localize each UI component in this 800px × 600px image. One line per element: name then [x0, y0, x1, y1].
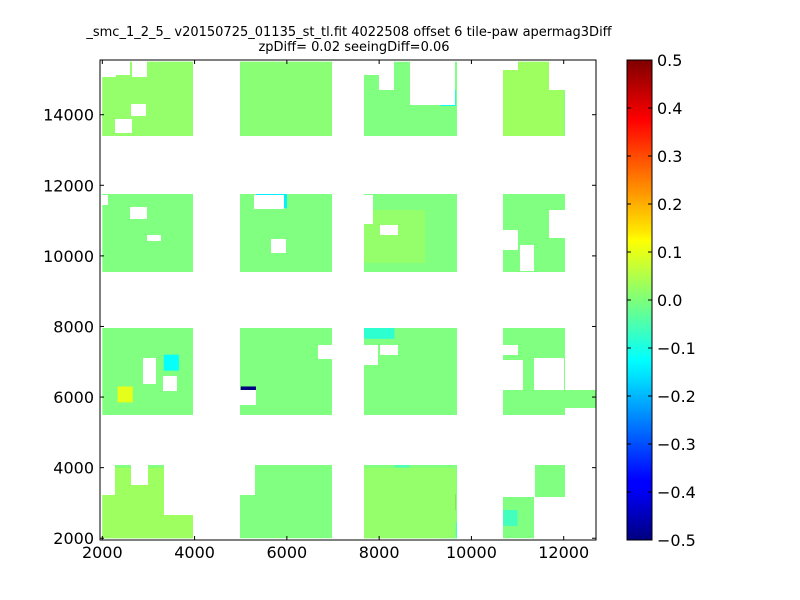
colorbar-gradient [627, 60, 652, 540]
heatmap-cell [117, 386, 133, 403]
heatmap-cell [102, 61, 195, 150]
empty-region [380, 225, 398, 235]
empty-region [164, 465, 193, 495]
empty-region [534, 497, 565, 540]
empty-region [96, 60, 101, 540]
y-tick-label: 14000 [43, 106, 94, 125]
empty-region [332, 210, 337, 255]
empty-region [581, 150, 596, 310]
empty-region [410, 60, 455, 105]
empty-region [131, 104, 146, 116]
colorbar-tick-label: −0.4 [657, 483, 696, 502]
empty-region [503, 465, 535, 497]
empty-region [581, 60, 596, 120]
y-tick-label: 12000 [43, 176, 94, 195]
data-gaps [96, 60, 596, 540]
empty-region [457, 60, 503, 540]
empty-region [503, 60, 518, 70]
colorbar-tick-label: 0.2 [657, 195, 682, 214]
empty-region [318, 345, 333, 359]
empty-region [565, 510, 596, 540]
x-tick-label: 6000 [267, 543, 308, 562]
empty-region [363, 345, 378, 365]
y-tick-label: 4000 [53, 459, 94, 478]
empty-region [583, 345, 596, 385]
y-tick-label: 8000 [53, 317, 94, 336]
colorbar-tick-label: −0.5 [657, 531, 696, 550]
empty-region [379, 60, 394, 90]
empty-region [363, 60, 379, 75]
empty-region [332, 465, 363, 495]
colorbar-tick-label: 0.3 [657, 147, 682, 166]
chart-title-line-1: _smc_1_2_5_ v20150725_01135_st_tl.fit 40… [86, 25, 612, 40]
empty-region [100, 60, 130, 75]
empty-region [240, 390, 256, 405]
empty-region [100, 465, 115, 495]
x-tick-label: 2000 [82, 543, 123, 562]
empty-region [163, 376, 177, 391]
x-tick-label: 10000 [446, 543, 497, 562]
empty-region [503, 360, 523, 390]
x-tick-label: 12000 [538, 543, 589, 562]
colorbar-tick-label: 0.1 [657, 243, 682, 262]
empty-region [520, 245, 534, 271]
empty-region [332, 60, 364, 540]
empty-region [503, 230, 518, 250]
empty-region [164, 495, 193, 515]
empty-region [132, 60, 147, 77]
heatmap-cell [363, 467, 456, 539]
colorbar: 0.5 0.4 0.3 0.2 0.1 0.0 −0.1 −0.2 −0.3 −0.4 −0.5 [626, 51, 696, 550]
plot-frame [99, 59, 597, 541]
empty-region [457, 465, 503, 497]
empty-region [226, 60, 240, 145]
heatmap-cell [363, 210, 426, 263]
empty-region [115, 119, 132, 133]
heatmap-cell [163, 354, 179, 371]
x-tick-label: 8000 [359, 543, 400, 562]
empty-region [363, 195, 373, 224]
empty-region [100, 195, 108, 205]
empty-region [131, 465, 148, 485]
axes: 2000 4000 6000 8000 10000 12000 2000 4000 6000 80… [43, 60, 596, 562]
colorbar-tick-label: −0.2 [657, 387, 696, 406]
colorbar-tick-label: −0.1 [657, 339, 696, 358]
x-tick-label: 4000 [174, 543, 215, 562]
colorbar-tick-label: 0.5 [657, 51, 682, 70]
empty-region [380, 345, 398, 355]
chart-title-line-2: zpDiff= 0.02 seeingDiff=0.06 [258, 40, 450, 55]
y-tick-label: 2000 [53, 529, 94, 548]
y-tick-label: 6000 [53, 388, 94, 407]
empty-region [271, 239, 286, 253]
empty-region [549, 60, 565, 90]
empty-region [143, 358, 156, 384]
colorbar-tick-label: 0.4 [657, 99, 682, 118]
y-tick-label: 10000 [43, 247, 94, 266]
heatmap-cell [240, 61, 334, 150]
colorbar-tick-label: 0.0 [657, 291, 682, 310]
colorbar-tick-label: −0.3 [657, 435, 696, 454]
empty-region [147, 235, 161, 241]
heatmap-cell [501, 510, 518, 526]
empty-region [488, 497, 503, 540]
empty-region [549, 210, 565, 238]
empty-region [240, 465, 255, 495]
empty-region [254, 195, 284, 209]
empty-region [534, 358, 564, 390]
empty-region [503, 345, 518, 355]
empty-region [130, 207, 147, 219]
